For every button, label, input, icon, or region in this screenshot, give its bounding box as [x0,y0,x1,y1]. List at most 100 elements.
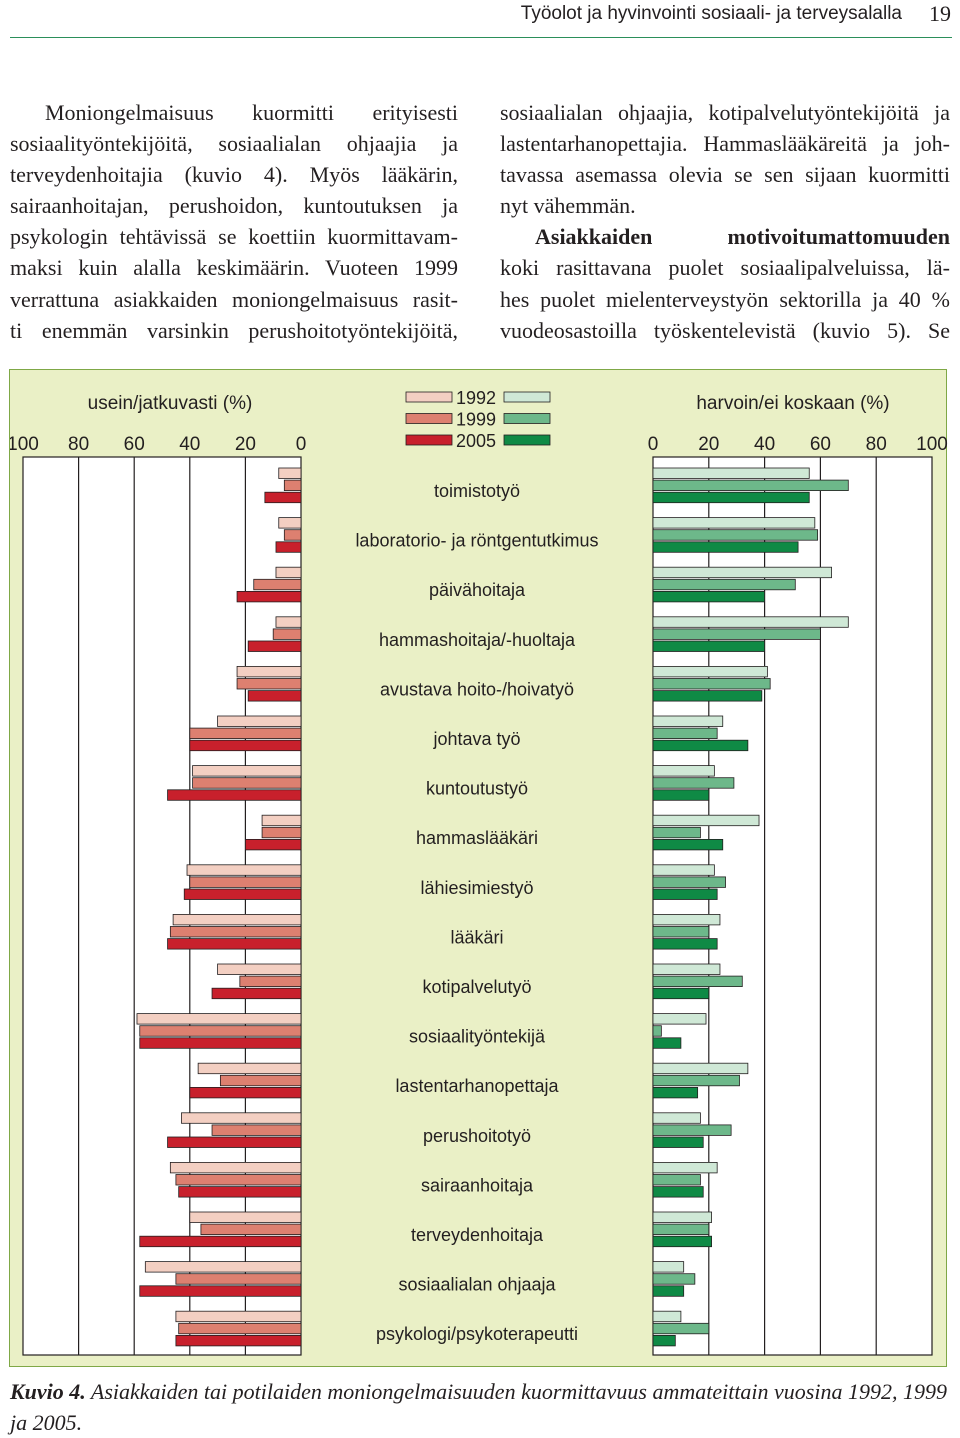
right-axis-title: harvoin/ei koskaan (%) [696,393,889,414]
bar-right-1992 [652,864,715,876]
bar-left-2005 [189,1087,302,1099]
bar-left-2005 [275,541,302,553]
right-tick-label: 20 [698,434,719,455]
bar-left-2005 [211,987,302,1000]
text-line: sosiaalityöntekijöitä, sosiaalialan ohja… [10,131,458,157]
category-label: avustava hoito-/hoivatyö [380,679,574,699]
bar-left-1999 [239,975,302,987]
bar-right-1992 [652,1112,701,1124]
bar-right-1992 [652,467,810,479]
body-text-right: sosiaalialan ohjaajia, kotipalvelutyönte… [500,97,950,346]
chart-panel: toimistotyö laboratorio- ja röntgentutkim… [9,369,948,1367]
bar-right-1999 [652,975,743,987]
bar-left-1999 [139,1025,302,1037]
bar-left-1999 [253,578,302,591]
bar-right-1992 [652,814,760,827]
text-line: nyt vähemmän. [500,193,636,219]
category-label: kotipalvelutyö [422,977,531,997]
left-axis-title: usein/jatkuvasti (%) [88,393,253,414]
bar-left-2005 [264,491,302,504]
bar-left-2005 [139,1235,302,1248]
bar-left-1992 [136,1013,302,1025]
bar-left-1992 [217,963,302,975]
category-label: perushoitotyö [423,1126,531,1146]
bar-left-1999 [175,1273,302,1285]
bar-right-1999 [652,578,796,591]
bar-left-1992 [197,1062,302,1075]
category-labels: toimistotyö laboratorio- ja röntgentutkim… [355,481,598,1344]
bar-left-1992 [192,765,302,777]
right-tick-label: 80 [866,434,887,455]
bar-right-1999 [652,1174,701,1186]
bar-left-1999 [272,628,302,640]
bar-right-1992 [652,765,715,777]
bar-left-1992 [275,616,302,628]
bar-left-2005 [244,838,302,851]
bar-left-1999 [192,777,302,789]
body-text-left: Moniongelmaisuus kuormitti erityisesti s… [10,97,458,346]
bar-right-2005 [652,789,710,801]
bar-left-1992 [275,566,302,579]
category-label: sosiaalityöntekijä [409,1027,546,1047]
text-line: tavassa asemassa olevia se sen sijaan ku… [500,162,950,188]
bar-left-1992 [236,665,302,678]
bar-right-1999 [652,826,701,839]
left-tick-label: 20 [235,434,256,455]
bar-right-2005 [652,987,710,1000]
bar-right-1999 [652,1074,740,1087]
bar-right-1992 [652,1162,718,1174]
bar-right-2005 [652,1285,685,1297]
bar-right-1992 [652,914,721,926]
bar-left-1999 [283,479,302,491]
text-line-bold: Asiakkaiden motivoitumattomuuden [500,221,950,252]
bar-left-1999 [189,727,302,740]
bar-right-1999 [652,727,718,740]
bar-left-1992 [278,467,302,479]
category-label: lääkäri [450,927,503,947]
text-line: Moniongelmaisuus kuormitti erityisesti [45,100,458,125]
bar-left-1999 [189,876,302,888]
bar-right-1999 [652,479,849,491]
right-tick-label: 0 [648,434,659,455]
bar-left-1992 [172,914,302,926]
bar-right-1999 [652,876,726,888]
right-tick-label: 100 [916,434,948,455]
right-tick-label: 40 [754,434,775,455]
axis-tick-labels: 100 80 60 40 20 0 0 20 40 60 80 100 [10,434,948,455]
bold-heading: Asiakkaiden motivoitumattomuuden [535,224,950,250]
category-label: hammashoitaja/-huoltaja [379,630,576,650]
text-line: maksi kuin alalla keskimäärin. Vuoteen 1… [10,255,458,281]
bar-left-2005 [236,590,302,603]
bar-left-2005 [167,938,302,950]
bar-left-1992 [261,814,302,827]
bar-right-2005 [652,1037,682,1049]
bar-right-1999 [652,1273,696,1285]
text-line: ti enemmän varsinkin perushoitotyöntekij… [10,317,458,343]
left-plot-area [22,456,302,1356]
bar-right-1999 [652,1124,732,1136]
bar-left-2005 [189,739,302,752]
bar-left-1992 [144,1261,302,1273]
bar-left-1992 [278,517,302,529]
bars [136,467,849,1347]
category-label: laboratorio- ja röntgentutkimus [355,531,598,551]
category-label: päivähoitaja [429,580,526,600]
category-label: toimistotyö [434,481,520,501]
legend-swatch-right-1999 [503,413,551,424]
bar-left-1999 [211,1124,302,1136]
text-line: sosiaalialan ohjaajia, kotipalvelutyönte… [500,100,950,125]
category-label: kuntoutustyö [426,779,528,799]
text-line: psykologin tehtävissä se koettiin kuormi… [10,224,458,250]
left-tick-label: 0 [296,434,307,455]
category-label: sairaanhoitaja [421,1175,534,1195]
bar-right-1999 [652,926,710,938]
bar-right-2005 [652,1235,712,1248]
bar-left-1999 [169,926,302,938]
left-tick-label: 40 [179,434,200,455]
caption-text: Asiakkaiden tai potilaiden moniongelmais… [10,1379,947,1435]
text-line: sairaanhoitajan, perushoidon, kuntoutuks… [10,193,458,219]
bar-right-1999 [652,529,819,541]
bar-left-2005 [247,690,302,702]
bar-right-1999 [652,1322,710,1335]
bar-left-1992 [175,1310,302,1323]
